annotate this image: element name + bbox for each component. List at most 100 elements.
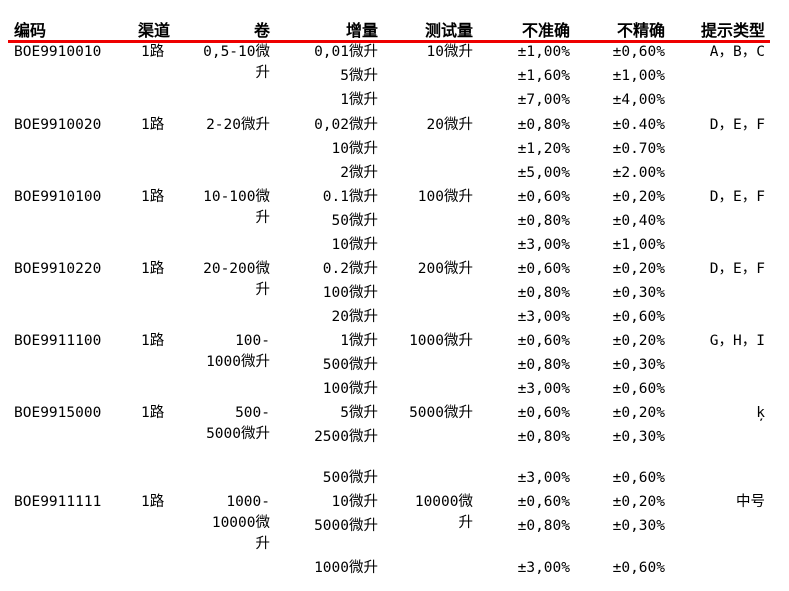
volume-range: 10000微	[211, 515, 270, 531]
volume-range: 10-100微	[203, 189, 270, 205]
imprecision: ±2.00%	[612, 165, 665, 181]
imprecision: ±0,60%	[612, 44, 665, 60]
product-code: BOE9915000	[14, 405, 102, 421]
hint-type: A，B，C	[709, 44, 765, 60]
imprecision: ±0,60%	[612, 309, 665, 325]
inaccuracy: ±0,80%	[517, 117, 570, 133]
channel: 1路	[141, 494, 165, 510]
test-volume: 10000微	[414, 494, 473, 510]
inaccuracy: ±0,80%	[517, 285, 570, 301]
inaccuracy: ±1,20%	[517, 141, 570, 157]
inaccuracy: ±3,00%	[517, 381, 570, 397]
increment: 1000微升	[314, 560, 378, 576]
header-imprecision: 不精确	[616, 21, 665, 40]
inaccuracy: ±5,00%	[517, 165, 570, 181]
inaccuracy: ±3,00%	[517, 237, 570, 253]
header-hint-type: 提示类型	[700, 21, 765, 40]
hint-type: G，H，I	[709, 333, 765, 349]
header-rule	[8, 40, 770, 43]
product-code: BOE9910020	[14, 117, 102, 133]
volume-range: 升	[255, 282, 271, 298]
volume-range: 5000微升	[206, 426, 270, 442]
inaccuracy: ±3,00%	[517, 560, 570, 576]
inaccuracy: ±0,60%	[517, 405, 570, 421]
increment: 500微升	[322, 357, 378, 373]
increment: 5微升	[340, 68, 378, 84]
volume-range: 升	[255, 65, 271, 81]
test-volume: 10微升	[426, 44, 473, 60]
imprecision: ±0,30%	[612, 429, 665, 445]
increment: 500微升	[322, 470, 378, 486]
header-increment: 增量	[345, 21, 378, 40]
volume-range: 20-200微	[203, 261, 270, 277]
imprecision: ±1,00%	[612, 237, 665, 253]
volume-range: 升	[255, 210, 271, 226]
product-code: BOE9910220	[14, 261, 102, 277]
product-code: BOE9910100	[14, 189, 102, 205]
imprecision: ±0,20%	[612, 494, 665, 510]
channel: 1路	[141, 333, 165, 349]
increment: 0,01微升	[314, 44, 378, 60]
increment: 1微升	[340, 333, 378, 349]
channel: 1路	[141, 405, 165, 421]
hint-type: D，E，F	[709, 189, 765, 205]
channel: 1路	[141, 261, 165, 277]
inaccuracy: ±0,60%	[517, 261, 570, 277]
increment: 100微升	[322, 285, 378, 301]
imprecision: ±0,30%	[612, 518, 665, 534]
inaccuracy: ±1,00%	[517, 44, 570, 60]
imprecision: ±0,40%	[612, 213, 665, 229]
increment: 1微升	[340, 92, 378, 108]
imprecision: ±0,20%	[612, 333, 665, 349]
inaccuracy: ±3,00%	[517, 309, 570, 325]
header-volume: 卷	[253, 21, 270, 40]
header-inaccuracy: 不准确	[521, 21, 570, 40]
imprecision: ±0.70%	[612, 141, 665, 157]
increment: 50微升	[331, 213, 378, 229]
inaccuracy: ±1,60%	[517, 68, 570, 84]
imprecision: ±0,60%	[612, 560, 665, 576]
inaccuracy: ±7,00%	[517, 92, 570, 108]
volume-range: 500-	[235, 405, 270, 421]
volume-range: 100-	[235, 333, 270, 349]
increment: 2500微升	[314, 429, 378, 445]
header-code: 编码	[14, 21, 47, 40]
inaccuracy: ±0,60%	[517, 189, 570, 205]
header-channel: 渠道	[138, 21, 171, 40]
hint-type: ķ	[756, 405, 765, 421]
test-volume: 100微升	[417, 189, 473, 205]
imprecision: ±0,20%	[612, 405, 665, 421]
imprecision: ±0,30%	[612, 357, 665, 373]
volume-range: 2-20微升	[206, 117, 270, 133]
test-volume: 升	[458, 515, 474, 531]
volume-range: 0,5-10微	[203, 44, 270, 60]
volume-range: 1000-	[226, 494, 270, 510]
volume-range: 1000微升	[206, 354, 270, 370]
increment: 0.2微升	[322, 261, 378, 277]
inaccuracy: ±0,80%	[517, 213, 570, 229]
increment: 10微升	[331, 141, 378, 157]
increment: 20微升	[331, 309, 378, 325]
test-volume: 20微升	[426, 117, 473, 133]
increment: 5微升	[340, 405, 378, 421]
imprecision: ±0.40%	[612, 117, 665, 133]
inaccuracy: ±0,80%	[517, 518, 570, 534]
channel: 1路	[141, 117, 165, 133]
increment: 2微升	[340, 165, 378, 181]
test-volume: 200微升	[417, 261, 473, 277]
volume-range: 升	[255, 536, 271, 552]
inaccuracy: ±3,00%	[517, 470, 570, 486]
imprecision: ±1,00%	[612, 68, 665, 84]
product-code: BOE9911100	[14, 333, 102, 349]
increment: 10微升	[331, 237, 378, 253]
increment: 0.1微升	[322, 189, 378, 205]
product-code: BOE9911111	[14, 494, 102, 510]
imprecision: ±0,20%	[612, 261, 665, 277]
imprecision: ±0,30%	[612, 285, 665, 301]
increment: 0,02微升	[314, 117, 378, 133]
hint-type: D，E，F	[709, 261, 765, 277]
test-volume: 5000微升	[409, 405, 473, 421]
inaccuracy: ±0,60%	[517, 333, 570, 349]
inaccuracy: ±0,60%	[517, 494, 570, 510]
hint-type: D，E，F	[709, 117, 765, 133]
